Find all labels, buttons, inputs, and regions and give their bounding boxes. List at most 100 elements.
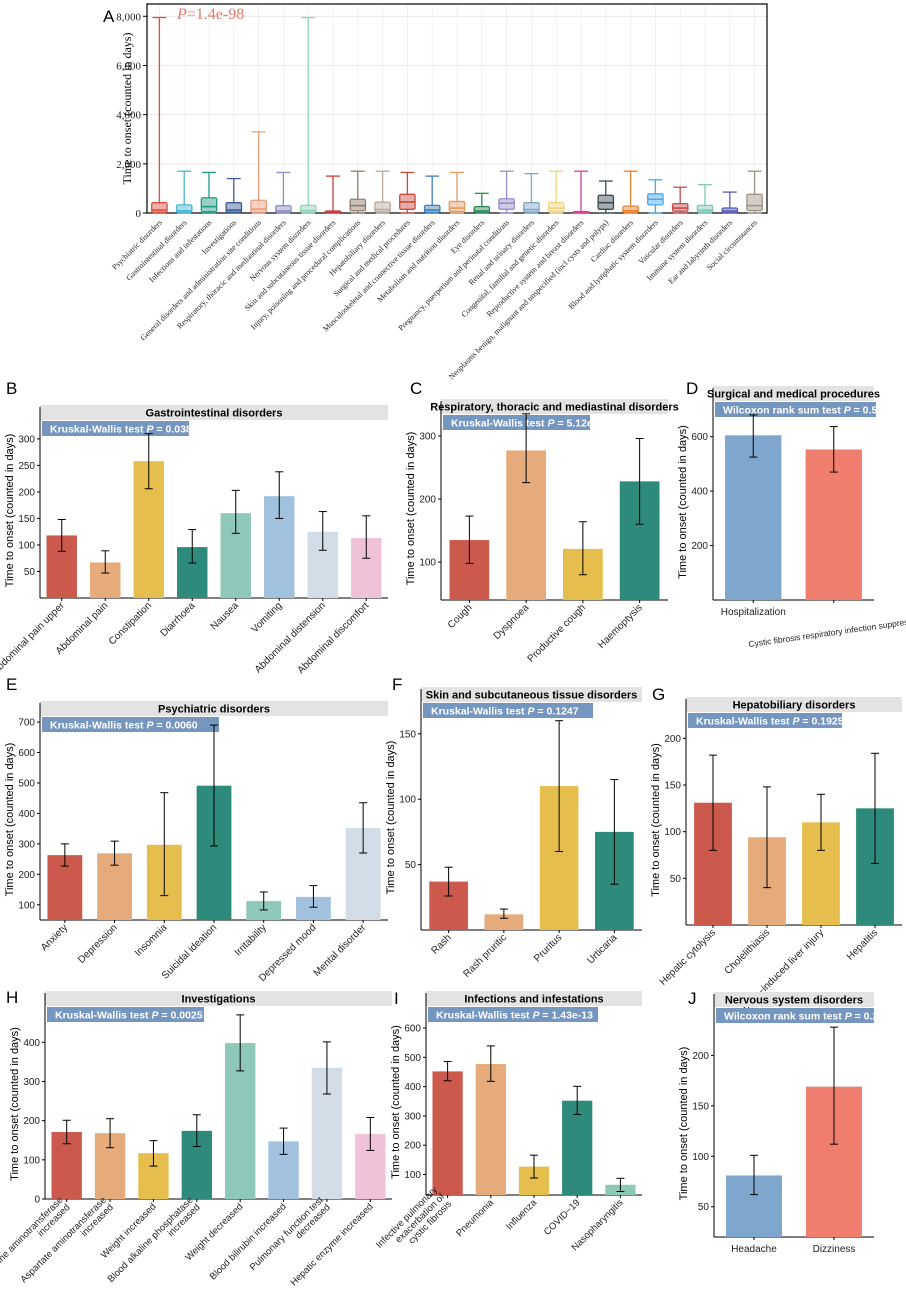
bar-group: Cholelithiasis xyxy=(723,786,786,977)
facet-strip xyxy=(421,687,642,702)
y-tick-label: 100 xyxy=(404,1170,421,1181)
y-tick-label: 400 xyxy=(18,809,35,820)
box-body xyxy=(423,204,441,214)
x-tick-label: Nausea xyxy=(209,600,241,632)
x-tick-label: Abdominal pain upper xyxy=(0,600,67,677)
x-tick-label: Infective pulmonaryexacerbation ofcystic… xyxy=(374,1184,454,1264)
y-tick-label: 2,000 xyxy=(116,159,141,171)
bar-group: Hepatitis xyxy=(845,752,894,963)
bar xyxy=(432,1071,463,1195)
y-tick-label: 200 xyxy=(18,487,35,498)
box-0: Psychiatric disorders xyxy=(110,16,168,272)
stat-p-symbol: P xyxy=(792,716,800,728)
stat-p-symbol: P xyxy=(146,720,154,732)
x-tick-label: Haemoptysis xyxy=(596,602,645,651)
box-body xyxy=(374,201,391,213)
p-value: =1.4e-98 xyxy=(187,6,244,23)
bar-group: Nausea xyxy=(209,489,251,632)
y-tick-label: 200 xyxy=(23,1116,40,1127)
x-tick-label: Hepatitis xyxy=(845,927,880,962)
facet-strip xyxy=(714,992,874,1007)
y-tick-label: 100 xyxy=(23,1155,40,1166)
facet-strip xyxy=(441,399,668,414)
x-tick-label: Urticaria xyxy=(585,932,619,966)
panel-letter-e: E xyxy=(6,675,17,694)
facet-strip xyxy=(40,405,388,420)
bar-group: Mental disorder xyxy=(312,802,381,979)
stat-test-name: Kruskal-Wallis test xyxy=(50,424,146,436)
y-tick-label: 300 xyxy=(18,434,35,445)
box-body xyxy=(523,202,540,213)
y-tick-label: 100 xyxy=(692,1152,709,1163)
y-tick-label: 200 xyxy=(419,495,436,506)
bar-group: Depression xyxy=(76,840,132,966)
bar-group: Haemoptysis xyxy=(596,437,660,651)
y-tick-label: 300 xyxy=(18,839,35,850)
panel-title: Investigations xyxy=(182,994,256,1006)
x-tick-label: COVID−19 xyxy=(542,1197,582,1237)
stat-p-value: = 0.1247 xyxy=(535,706,579,718)
stat-test-box xyxy=(688,713,842,728)
bar-group: COVID−19 xyxy=(542,1085,593,1238)
x-tick-label: Influenza xyxy=(504,1197,540,1233)
x-tick-label: Anxiety xyxy=(39,922,70,953)
x-tick-label: Vomiting xyxy=(249,600,284,635)
panel-d: D Surgical and medical procedures Wilcoxon… xyxy=(677,379,906,649)
panel-letter-d: D xyxy=(686,379,698,398)
facet-strip xyxy=(686,697,902,712)
bar-group: Cough xyxy=(446,515,490,631)
bar xyxy=(562,1100,593,1195)
stat-test-box xyxy=(443,415,590,430)
y-tick-label: 400 xyxy=(23,1038,40,1049)
stat-test-name: Kruskal-Wallis test xyxy=(436,1010,532,1022)
bar-group: Vomiting xyxy=(249,471,295,635)
box-body xyxy=(448,200,466,213)
y-tick-label: 200 xyxy=(691,541,708,552)
facet-strip xyxy=(426,991,642,1006)
y-tick-label: 100 xyxy=(18,540,35,551)
y-tick-label: 250 xyxy=(18,461,35,472)
x-tick-label: Rash xyxy=(429,932,453,956)
stat-test-name: Wilcoxon rank sum test xyxy=(724,1011,845,1023)
stat-test-name: Kruskal-Wallis test xyxy=(55,1010,151,1022)
stat-p-symbol: P xyxy=(151,1010,159,1022)
x-tick-label: Suicidal ideation xyxy=(160,922,219,981)
stat-p-value: = 5.12e-05 xyxy=(555,418,609,430)
facet-strip xyxy=(45,991,392,1006)
stat-test-label: Kruskal-Wallis test P = 1.43e-13 xyxy=(436,1010,593,1022)
stat-test-label: Kruskal-Wallis test P = 0.0380 xyxy=(50,424,198,436)
y-axis-title: Time to onset (counted in days) xyxy=(650,743,662,897)
x-tick-label: Cough xyxy=(446,602,475,631)
stat-p-value: = 0.0025 xyxy=(159,1010,203,1022)
y-tick-label: 500 xyxy=(404,1053,421,1064)
bar xyxy=(484,914,524,930)
x-tick-label: Cystic fibrosis respiratory infection su… xyxy=(748,615,906,650)
panel-letter-i: I xyxy=(394,989,399,1008)
bar-group: Insomnia xyxy=(133,792,182,959)
bar-group: Headache xyxy=(726,1154,782,1255)
y-tick-label: 8,000 xyxy=(116,11,141,23)
box-24: Social circumstances xyxy=(705,170,763,272)
y-tick-label: 100 xyxy=(399,795,416,806)
panel-letter-h: H xyxy=(6,988,18,1007)
bar xyxy=(246,901,282,920)
panel-j: J Nervous system disorders Wilcoxon rank s… xyxy=(678,989,896,1255)
stat-test-box xyxy=(42,717,219,732)
bar xyxy=(725,435,782,600)
y-axis-title: Time to onset (counted in days) xyxy=(677,425,689,579)
panel-letter-g: G xyxy=(652,685,665,704)
panel-e: E Psychiatric disorders Kruskal-Wallis tes… xyxy=(4,675,388,984)
panel-title: Gastrointestinal disorders xyxy=(146,408,283,420)
y-tick-label: 400 xyxy=(404,1082,421,1093)
x-tick-label: Rash pruritic xyxy=(462,932,509,979)
panel-a: A 0 2,000 4,000 6,000 8,000 Time to onset (cou… xyxy=(103,3,768,381)
bar-group: Constipation xyxy=(107,433,164,647)
x-tick-label: Hepatic cytolysis xyxy=(658,927,718,987)
bar-group: Influenza xyxy=(504,1154,550,1233)
x-tick-label: Depression xyxy=(76,922,120,966)
panel-title: Infections and infestations xyxy=(464,994,603,1006)
y-tick-label: 150 xyxy=(18,514,35,525)
y-tick-label: 400 xyxy=(691,487,708,498)
stat-p-value: = 0.2638 xyxy=(852,1011,896,1023)
